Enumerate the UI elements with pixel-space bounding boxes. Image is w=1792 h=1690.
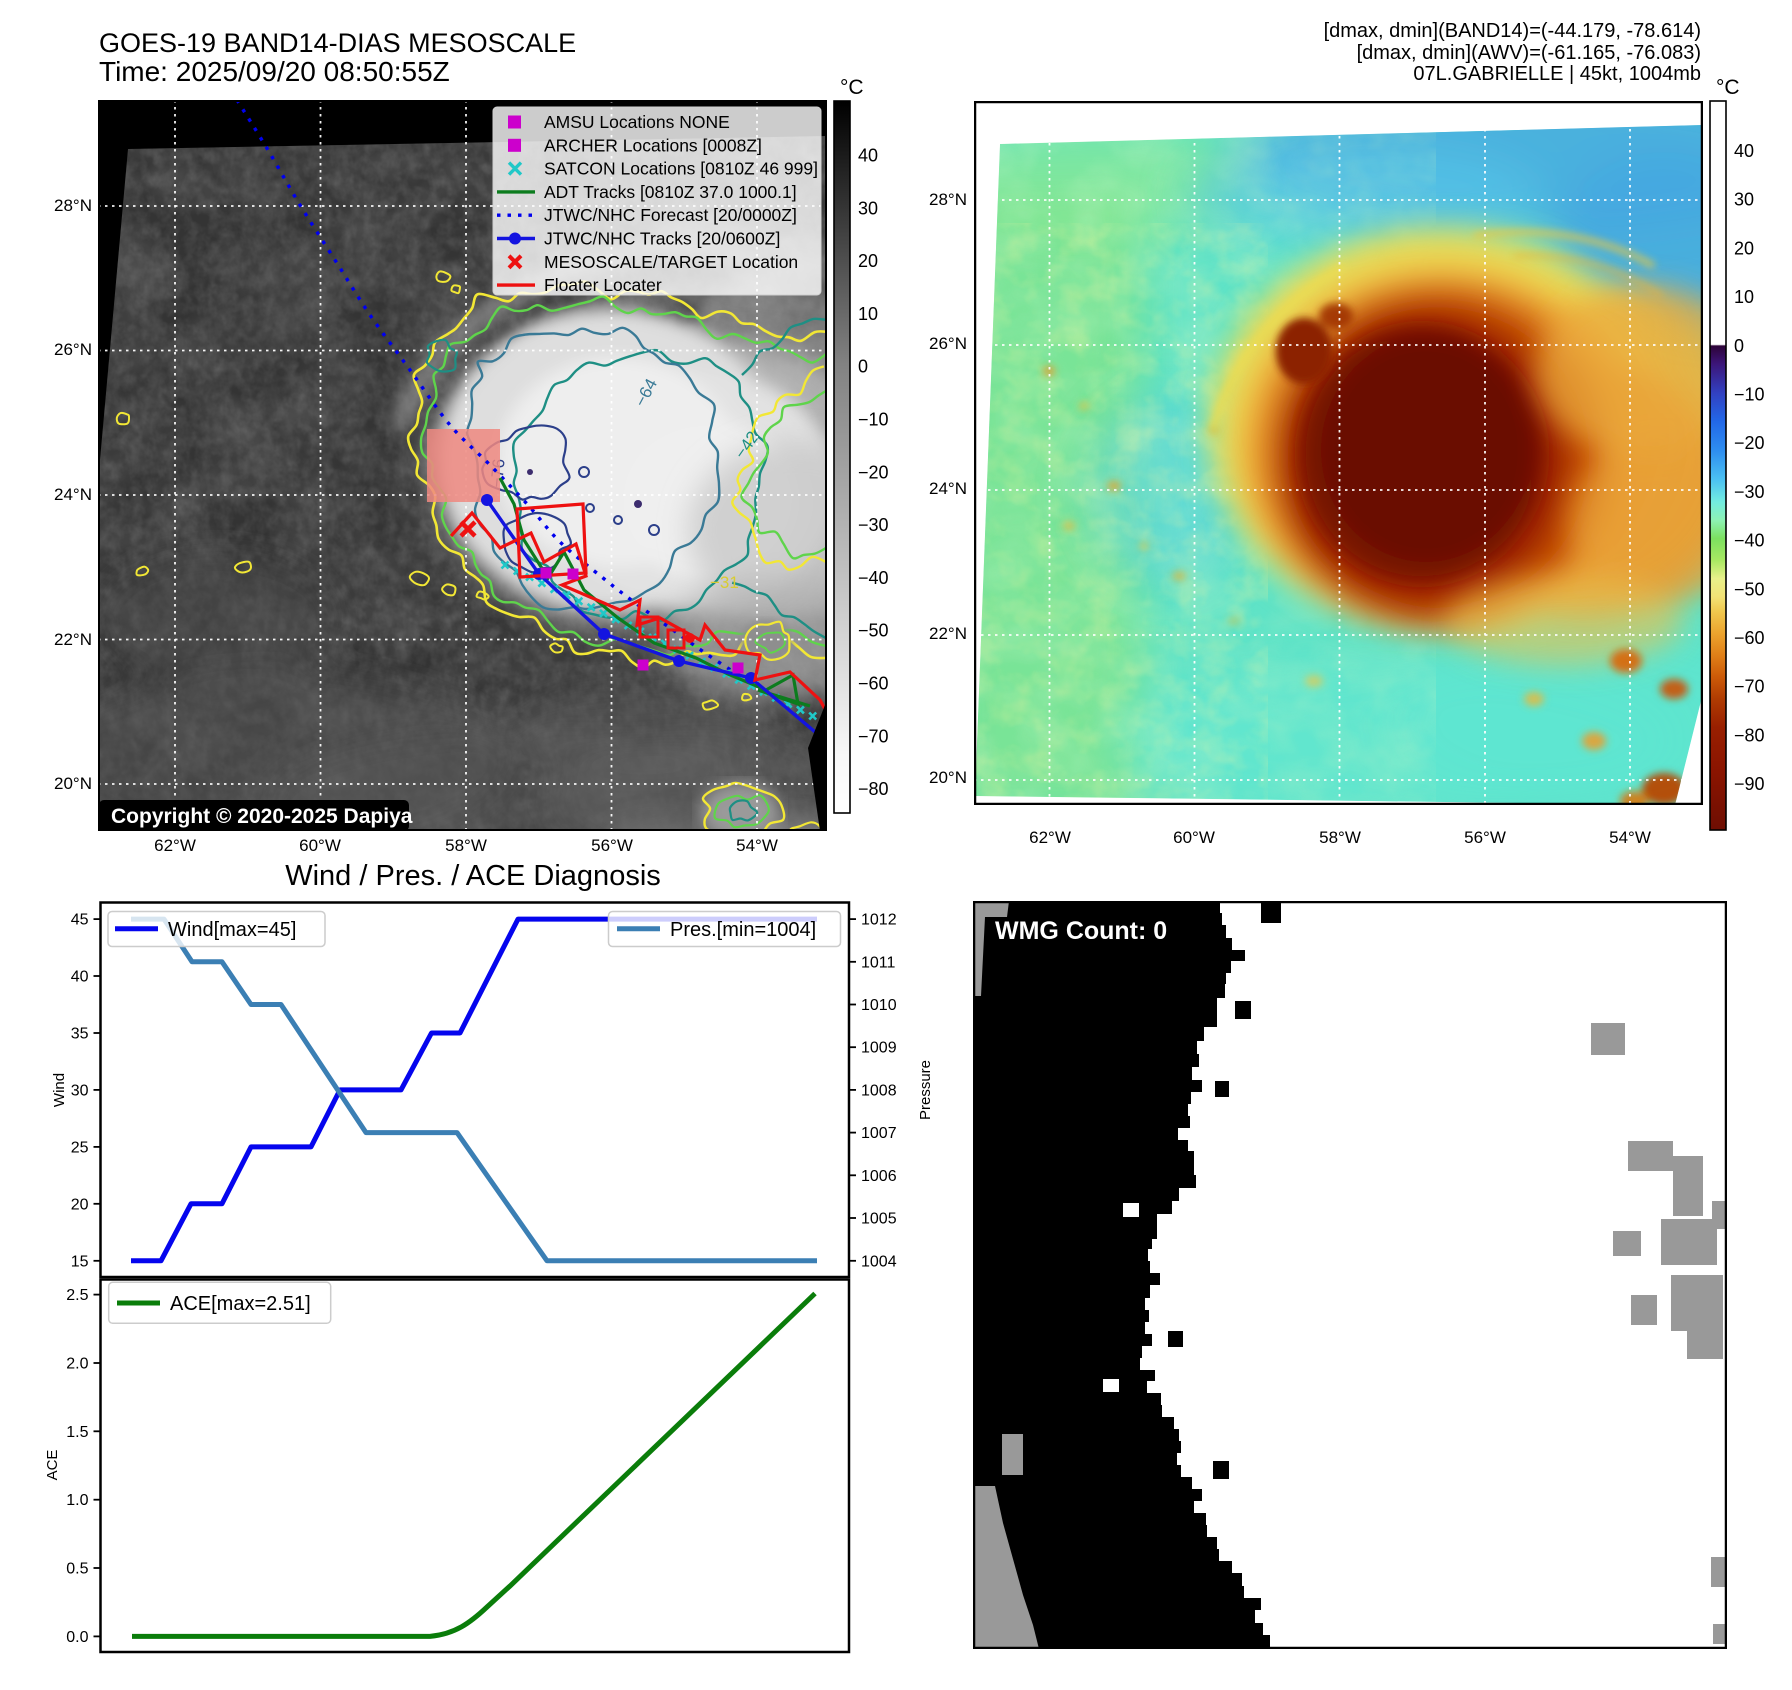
svg-text:1004: 1004 — [861, 1253, 897, 1270]
svg-text:AMSU Locations NONE: AMSU Locations NONE — [544, 112, 730, 132]
svg-text:Wind[max=45]: Wind[max=45] — [168, 919, 296, 941]
svg-text:40: 40 — [1734, 141, 1754, 161]
svg-text:−80: −80 — [858, 779, 889, 799]
svg-text:1010: 1010 — [861, 997, 897, 1014]
svg-text:−30: −30 — [858, 515, 889, 535]
svg-text:1011: 1011 — [861, 954, 896, 971]
svg-text:0.0: 0.0 — [66, 1629, 88, 1646]
svg-text:35: 35 — [71, 1026, 89, 1043]
svg-text:−20: −20 — [858, 462, 889, 482]
svg-text:10: 10 — [1734, 287, 1754, 307]
svg-text:Pres.[min=1004]: Pres.[min=1004] — [670, 919, 816, 941]
svg-text:20: 20 — [1734, 238, 1754, 258]
svg-text:−40: −40 — [1734, 531, 1765, 551]
svg-text:1006: 1006 — [861, 1168, 897, 1185]
svg-text:−50: −50 — [1734, 579, 1765, 599]
svg-text:−70: −70 — [858, 726, 889, 746]
svg-text:2.0: 2.0 — [66, 1356, 88, 1373]
svg-text:ADT Tracks [0810Z 37.0 1000.1]: ADT Tracks [0810Z 37.0 1000.1] — [544, 182, 797, 202]
svg-text:0: 0 — [858, 357, 868, 377]
svg-text:−10: −10 — [858, 410, 889, 430]
svg-text:MESOSCALE/TARGET Location: MESOSCALE/TARGET Location — [544, 252, 798, 272]
svg-text:40: 40 — [71, 969, 89, 986]
svg-text:1012: 1012 — [861, 912, 897, 929]
svg-text:−30: −30 — [1734, 482, 1765, 502]
svg-text:ARCHER Locations [0008Z]: ARCHER Locations [0008Z] — [544, 135, 762, 155]
svg-text:0.5: 0.5 — [66, 1561, 88, 1578]
svg-text:0: 0 — [1734, 336, 1744, 356]
svg-text:−70: −70 — [1734, 677, 1765, 697]
svg-text:−60: −60 — [1734, 628, 1765, 648]
svg-text:WMG Count: 0: WMG Count: 0 — [995, 917, 1167, 945]
svg-text:−20: −20 — [1734, 433, 1765, 453]
svg-text:20: 20 — [858, 251, 878, 271]
svg-text:1.5: 1.5 — [66, 1424, 88, 1441]
svg-text:Floater Locater: Floater Locater — [544, 275, 662, 295]
svg-text:JTWC/NHC Tracks [20/0600Z]: JTWC/NHC Tracks [20/0600Z] — [544, 229, 780, 249]
svg-text:2.5: 2.5 — [66, 1287, 88, 1304]
svg-text:ACE: ACE — [44, 1450, 61, 1481]
svg-text:1005: 1005 — [861, 1211, 897, 1228]
svg-text:SATCON Locations [0810Z 46 999: SATCON Locations [0810Z 46 999] — [544, 159, 818, 179]
svg-text:25: 25 — [71, 1139, 89, 1156]
svg-text:40: 40 — [858, 146, 878, 166]
svg-text:−10: −10 — [1734, 385, 1765, 405]
svg-text:30: 30 — [858, 198, 878, 218]
svg-text:−80: −80 — [1734, 725, 1765, 745]
svg-text:10: 10 — [858, 304, 878, 324]
svg-text:−90: −90 — [1734, 774, 1765, 794]
svg-text:45: 45 — [71, 912, 89, 929]
svg-text:15: 15 — [71, 1253, 89, 1270]
svg-text:−31: −31 — [710, 573, 739, 592]
svg-text:20: 20 — [71, 1196, 89, 1213]
svg-text:−40: −40 — [858, 568, 889, 588]
svg-text:30: 30 — [1734, 190, 1754, 210]
svg-text:1007: 1007 — [861, 1125, 897, 1142]
svg-text:JTWC/NHC Forecast [20/0000Z]: JTWC/NHC Forecast [20/0000Z] — [544, 205, 797, 225]
svg-text:1.0: 1.0 — [66, 1492, 88, 1509]
svg-text:−60: −60 — [858, 674, 889, 694]
svg-text:1008: 1008 — [861, 1082, 897, 1099]
svg-text:Wind: Wind — [51, 1073, 68, 1107]
svg-text:Pressure: Pressure — [917, 1060, 934, 1120]
svg-text:−50: −50 — [858, 621, 889, 641]
svg-text:1009: 1009 — [861, 1040, 897, 1057]
svg-text:Copyright © 2020-2025 Dapiya: Copyright © 2020-2025 Dapiya — [111, 805, 413, 828]
svg-text:30: 30 — [71, 1082, 89, 1099]
svg-text:Wind / Pres. / ACE Diagnosis: Wind / Pres. / ACE Diagnosis — [285, 860, 661, 892]
svg-text:ACE[max=2.51]: ACE[max=2.51] — [170, 1293, 311, 1315]
